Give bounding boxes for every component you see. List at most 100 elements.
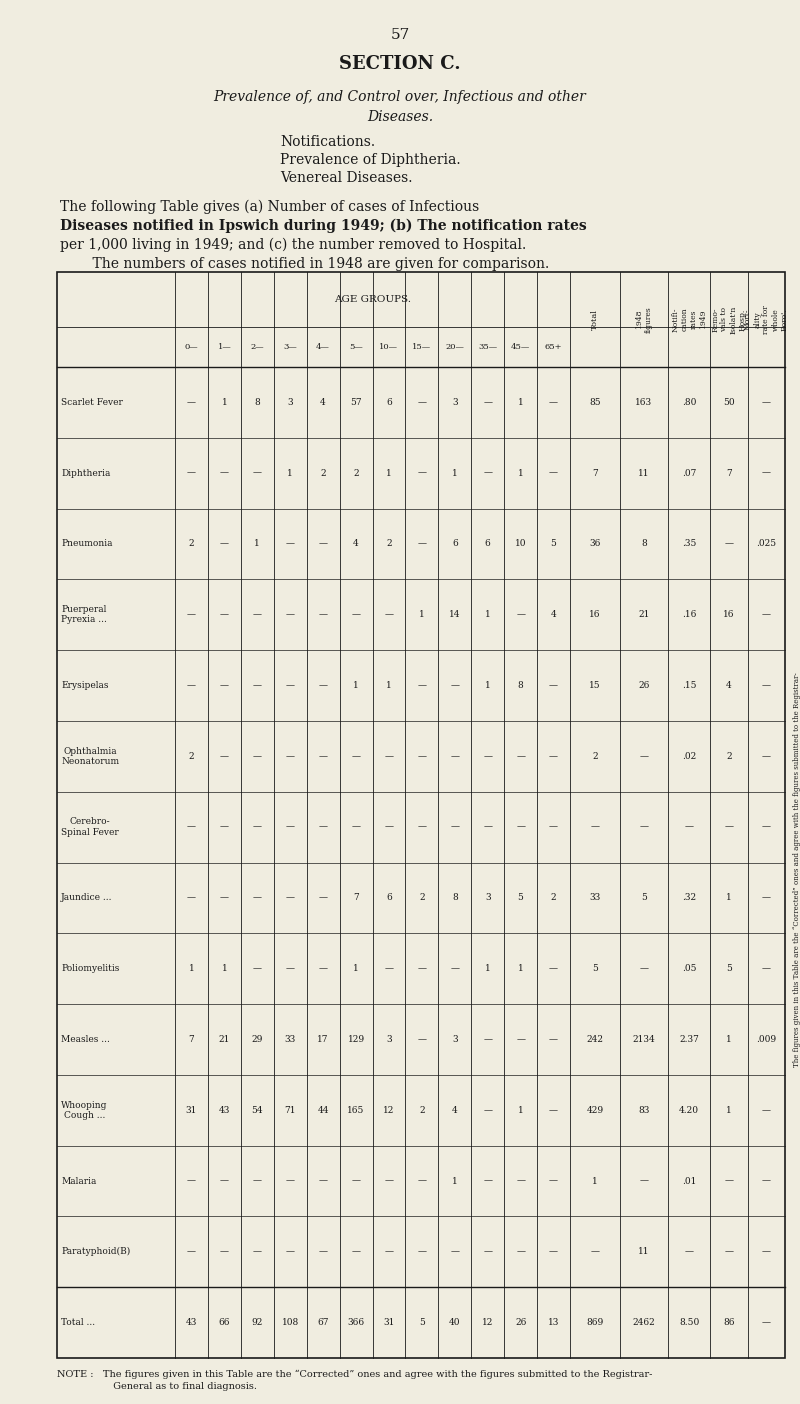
Text: —: — — [762, 823, 771, 831]
Text: 1: 1 — [726, 893, 732, 903]
Text: —: — — [418, 1035, 426, 1045]
Text: 1: 1 — [726, 1106, 732, 1115]
Text: —: — — [253, 965, 262, 973]
Text: Scarlet Fever: Scarlet Fever — [61, 397, 123, 407]
Text: 31: 31 — [383, 1318, 394, 1327]
Text: Puerperal
Pyrexia ...: Puerperal Pyrexia ... — [61, 605, 107, 625]
Text: 8: 8 — [254, 397, 260, 407]
Text: 4: 4 — [550, 611, 557, 619]
Text: 242: 242 — [586, 1035, 603, 1045]
Text: 2: 2 — [320, 469, 326, 477]
Text: —: — — [318, 611, 328, 619]
Text: Diseases.: Diseases. — [367, 110, 433, 124]
Text: 0—: 0— — [185, 343, 198, 351]
Text: 92: 92 — [252, 1318, 263, 1327]
Text: —: — — [187, 1247, 196, 1257]
Text: —: — — [516, 823, 525, 831]
Text: —: — — [220, 823, 229, 831]
Text: —: — — [187, 397, 196, 407]
Text: —: — — [483, 823, 492, 831]
Text: —: — — [418, 469, 426, 477]
Text: The figures given in this Table are the “Corrected” ones and agree with the figu: The figures given in this Table are the … — [793, 673, 800, 1067]
Text: —: — — [318, 823, 328, 831]
Text: —: — — [483, 469, 492, 477]
Text: Ophthalmia
Neonatorum: Ophthalmia Neonatorum — [61, 747, 119, 767]
Text: 54: 54 — [251, 1106, 263, 1115]
Text: —: — — [418, 681, 426, 689]
Text: 1: 1 — [386, 681, 392, 689]
Text: Venereal Diseases.: Venereal Diseases. — [280, 171, 413, 185]
Text: —: — — [253, 611, 262, 619]
Text: The numbers of cases notified in 1948 are given for comparison.: The numbers of cases notified in 1948 ar… — [75, 257, 550, 271]
Text: —: — — [549, 397, 558, 407]
Text: 6: 6 — [485, 539, 490, 549]
Text: 21: 21 — [218, 1035, 230, 1045]
Text: 2: 2 — [726, 751, 732, 761]
Text: —: — — [318, 681, 328, 689]
Text: —: — — [516, 1177, 525, 1185]
Text: 869: 869 — [586, 1318, 604, 1327]
Bar — [57, 272, 785, 1358]
Text: 5: 5 — [592, 965, 598, 973]
Text: 1: 1 — [485, 681, 490, 689]
Text: .02: .02 — [682, 751, 696, 761]
Text: 26: 26 — [515, 1318, 526, 1327]
Text: 2: 2 — [386, 539, 392, 549]
Text: .32: .32 — [682, 893, 696, 903]
Text: —: — — [418, 1247, 426, 1257]
Text: —: — — [253, 1247, 262, 1257]
Text: Malaria: Malaria — [61, 1177, 96, 1185]
Text: —: — — [286, 611, 294, 619]
Text: 20—: 20— — [446, 343, 464, 351]
Text: 1: 1 — [386, 469, 392, 477]
Text: 16: 16 — [590, 611, 601, 619]
Text: —: — — [318, 1177, 328, 1185]
Text: —: — — [253, 1177, 262, 1185]
Text: —: — — [418, 965, 426, 973]
Text: —: — — [220, 1247, 229, 1257]
Text: —: — — [187, 823, 196, 831]
Text: 1: 1 — [222, 397, 227, 407]
Text: 83: 83 — [638, 1106, 650, 1115]
Text: 6: 6 — [386, 893, 392, 903]
Text: —: — — [639, 1177, 649, 1185]
Text: 85: 85 — [589, 397, 601, 407]
Text: 13: 13 — [548, 1318, 559, 1327]
Text: 1—: 1— — [218, 343, 231, 351]
Text: —: — — [483, 1106, 492, 1115]
Text: —: — — [187, 681, 196, 689]
Text: 5: 5 — [726, 965, 732, 973]
Text: —: — — [549, 469, 558, 477]
Text: —: — — [253, 823, 262, 831]
Text: 3: 3 — [452, 1035, 458, 1045]
Text: 4: 4 — [452, 1106, 458, 1115]
Text: —: — — [385, 611, 394, 619]
Text: .16: .16 — [682, 611, 696, 619]
Text: Paratyphoid(B): Paratyphoid(B) — [61, 1247, 130, 1257]
Text: —: — — [286, 893, 294, 903]
Text: —: — — [187, 469, 196, 477]
Text: Pneumonia: Pneumonia — [61, 539, 113, 549]
Text: 1: 1 — [353, 681, 359, 689]
Text: —: — — [590, 1247, 599, 1257]
Text: —: — — [549, 681, 558, 689]
Text: 1: 1 — [452, 1177, 458, 1185]
Text: —: — — [187, 1177, 196, 1185]
Text: Remo-
vals to
Isolat'n
Hosp.: Remo- vals to Isolat'n Hosp. — [711, 305, 747, 334]
Text: —: — — [639, 823, 649, 831]
Text: —: — — [450, 751, 459, 761]
Text: .05: .05 — [682, 965, 696, 973]
Text: —: — — [549, 1106, 558, 1115]
Text: .15: .15 — [682, 681, 696, 689]
Text: 11: 11 — [638, 469, 650, 477]
Text: 2.37: 2.37 — [679, 1035, 699, 1045]
Text: 40: 40 — [449, 1318, 461, 1327]
Text: —: — — [220, 469, 229, 477]
Text: —: — — [762, 469, 771, 477]
Text: .80: .80 — [682, 397, 696, 407]
Text: AGE GROUPS.: AGE GROUPS. — [334, 295, 411, 305]
Text: —: — — [483, 751, 492, 761]
Text: 8: 8 — [641, 539, 647, 549]
Text: 10: 10 — [515, 539, 526, 549]
Text: .01: .01 — [682, 1177, 696, 1185]
